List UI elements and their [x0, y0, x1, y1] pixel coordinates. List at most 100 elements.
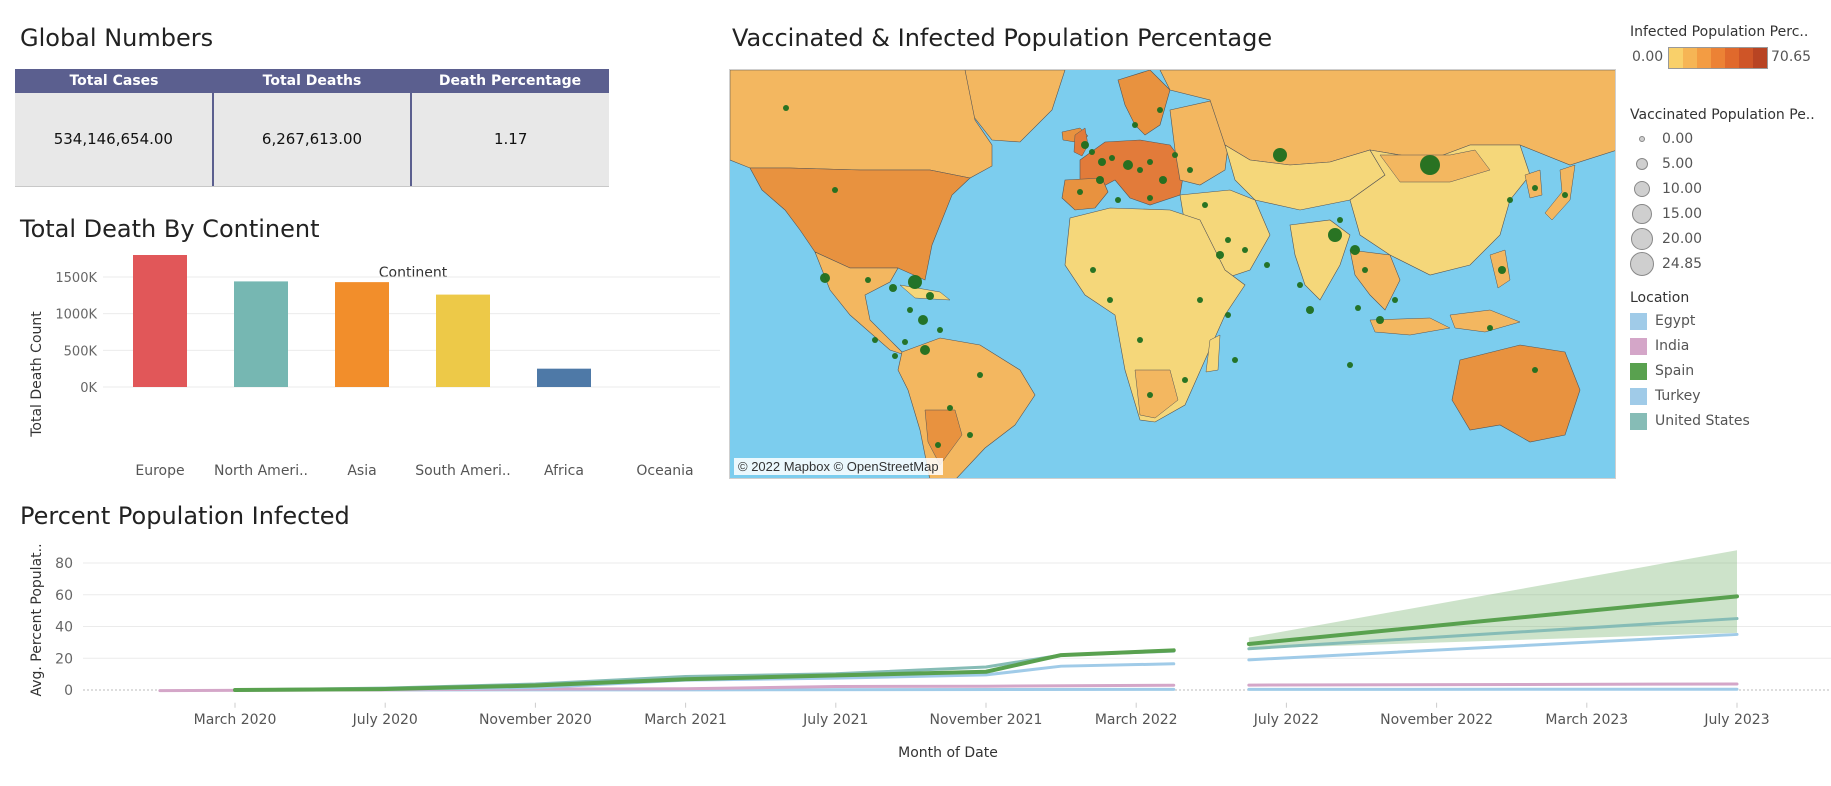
uk — [1073, 127, 1089, 157]
location-label: India — [1655, 338, 1690, 354]
death-xtick-label: Asia — [347, 463, 376, 479]
mexico-central-america — [814, 251, 906, 356]
death-chart-ylabel: Total Death Count — [29, 311, 45, 438]
vaccinated-size-item[interactable]: 0.00 — [1630, 127, 1693, 151]
australia — [1451, 344, 1581, 443]
korea — [1524, 169, 1543, 199]
death-bar-3[interactable] — [436, 294, 490, 387]
death-ytick-label: 500K — [64, 344, 98, 359]
infected-xtick-label: July 2023 — [1703, 712, 1769, 728]
global-numbers-table: Total Cases Total Deaths Death Percentag… — [15, 69, 609, 187]
infected-xtick-label: July 2020 — [352, 712, 418, 728]
infected-xtick-label: March 2022 — [1095, 712, 1178, 728]
spain-forecast-band — [1248, 550, 1737, 649]
location-label: United States — [1655, 413, 1750, 429]
death-bar-0[interactable] — [133, 255, 187, 387]
infected-chart-ylabel: Avg. Percent Populat.. — [29, 543, 45, 696]
size-circle-icon — [1632, 204, 1652, 224]
death-xtick-label: North Ameri.. — [214, 463, 308, 479]
africa — [1064, 207, 1246, 423]
death-ytick-label: 0K — [80, 381, 97, 396]
infected-chart-xticks: March 2020 July 2020 November 2020 March 20… — [194, 702, 1770, 728]
infected-xtick-label: November 2021 — [930, 712, 1043, 728]
series-india-forecast[interactable] — [1247, 682, 1739, 687]
death-ytick-label: 1500K — [55, 271, 97, 286]
death-ytick-label: 1000K — [55, 308, 97, 323]
infected-xtick-label: July 2021 — [802, 712, 868, 728]
percent-infected-chart: Avg. Percent Populat.. 0 20 40 60 80 March 2… — [29, 543, 1831, 761]
death-bar-1[interactable] — [234, 281, 288, 387]
infected-ytick-label: 40 — [55, 620, 73, 636]
total-deaths-header: Total Deaths — [262, 73, 362, 89]
map-attribution[interactable]: © 2022 Mapbox © OpenStreetMap — [734, 458, 943, 475]
size-label: 15.00 — [1662, 206, 1703, 222]
location-label: Egypt — [1655, 313, 1696, 329]
size-label: 20.00 — [1662, 231, 1703, 247]
series-spain-historical[interactable] — [233, 648, 1176, 692]
infected-ramp-step — [1739, 48, 1753, 68]
death-bar-2[interactable] — [335, 282, 389, 387]
death-chart-grid — [103, 276, 720, 388]
death-chart-xlabels: Europe North Ameri.. Asia South Ameri.. Afri… — [135, 463, 693, 479]
world-map-canvas — [730, 70, 1615, 478]
death-bar-4[interactable] — [537, 368, 591, 387]
vaccinated-size-item[interactable]: 24.85 — [1630, 252, 1702, 276]
size-label: 0.00 — [1662, 131, 1694, 147]
series-spain-forecast[interactable] — [1246, 594, 1739, 646]
death-chart-bars — [133, 255, 591, 387]
total-cases-value[interactable]: 534,146,654.00 — [53, 130, 173, 148]
canada — [730, 70, 993, 179]
vaccinated-size-item[interactable]: 10.00 — [1630, 177, 1702, 201]
location-item[interactable]: Turkey — [1630, 386, 1701, 406]
usa — [749, 167, 971, 281]
total-deaths-value[interactable]: 6,267,613.00 — [211, 93, 411, 186]
location-item[interactable]: United States — [1630, 411, 1750, 431]
global-numbers-value-row: 534,146,654.00 6,267,613.00 1.17 — [15, 93, 609, 187]
size-circle-icon — [1639, 136, 1645, 142]
death-by-continent-chart: Continent Total Death Count 0K 500K 1000K 1… — [29, 255, 720, 479]
death-percentage-value[interactable]: 1.17 — [410, 93, 609, 186]
madagascar — [1205, 334, 1221, 373]
location-legend-title: Location — [1630, 290, 1690, 306]
infected-ytick-label: 80 — [55, 556, 73, 572]
death-percentage-header: Death Percentage — [438, 73, 582, 89]
continent-header: Continent — [379, 265, 448, 281]
death-xtick-label: Oceania — [636, 463, 693, 479]
scandinavia — [1117, 70, 1171, 136]
infected-xtick-label: November 2020 — [479, 712, 592, 728]
size-label: 10.00 — [1662, 181, 1703, 197]
size-label: 5.00 — [1662, 156, 1694, 172]
infected-color-ramp[interactable] — [1668, 47, 1768, 69]
location-label: Turkey — [1655, 388, 1701, 404]
series-turkey-forecast[interactable] — [1247, 632, 1739, 662]
infected-ramp-step — [1669, 48, 1683, 68]
location-swatch — [1630, 412, 1647, 430]
series-united-states-forecast[interactable] — [1247, 617, 1739, 651]
infected-xtick-label: July 2022 — [1253, 712, 1319, 728]
location-label: Spain — [1655, 363, 1695, 379]
global-numbers-header-row: Total Cases Total Deaths Death Percentag… — [15, 69, 609, 93]
size-circle-icon — [1634, 181, 1650, 197]
infected-ramp-step — [1711, 48, 1725, 68]
china — [1349, 144, 1531, 276]
vaccination-dots — [783, 105, 1568, 448]
infected-chart-forecast-band — [1248, 550, 1737, 649]
location-item[interactable]: Spain — [1630, 361, 1694, 381]
infected-ramp-step — [1697, 48, 1711, 68]
location-item[interactable]: Egypt — [1630, 311, 1695, 331]
infected-chart-series — [158, 594, 1739, 693]
caribbean — [899, 284, 951, 301]
world-map[interactable]: © 2022 Mapbox © OpenStreetMap — [729, 69, 1616, 479]
vaccinated-size-item[interactable]: 5.00 — [1630, 152, 1693, 176]
infected-legend-title: Infected Population Perc.. — [1630, 24, 1809, 40]
vaccinated-size-item[interactable]: 15.00 — [1630, 202, 1702, 226]
death-xtick-label: Africa — [544, 463, 584, 479]
infected-xtick-label: March 2021 — [644, 712, 727, 728]
indonesia-east — [1449, 309, 1521, 333]
vaccinated-legend-title: Vaccinated Population Pe.. — [1630, 107, 1815, 123]
location-item[interactable]: India — [1630, 336, 1689, 356]
death-chart-yticks: 0K 500K 1000K 1500K — [55, 271, 97, 396]
vaccinated-size-item[interactable]: 20.00 — [1630, 227, 1702, 251]
location-swatch — [1630, 337, 1647, 355]
location-swatch — [1630, 387, 1647, 405]
